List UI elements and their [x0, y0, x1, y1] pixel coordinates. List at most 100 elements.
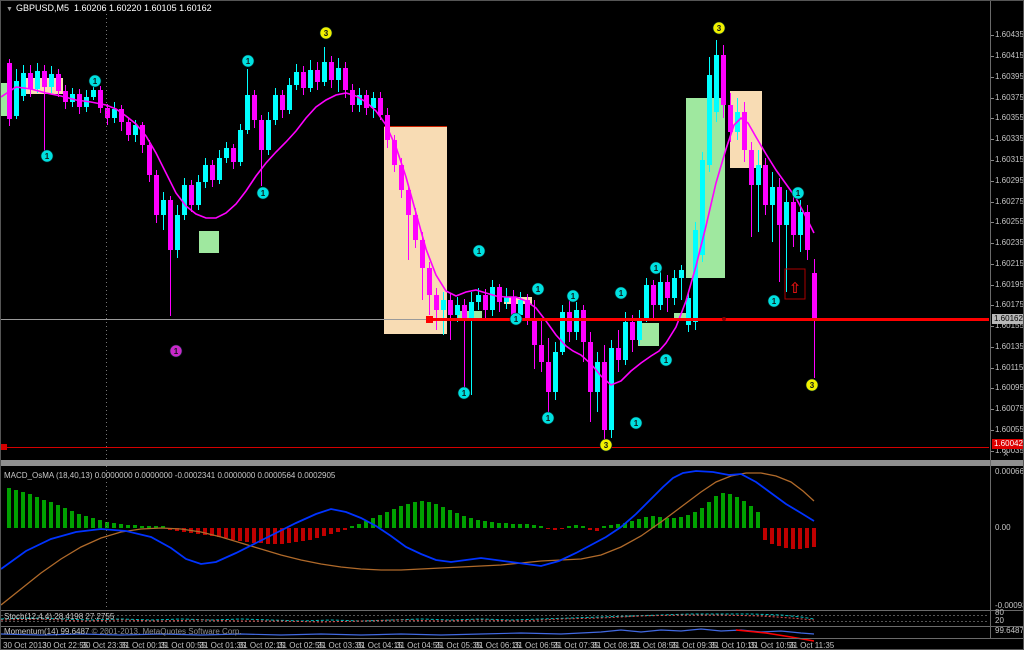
candle-body: [441, 300, 446, 310]
signal-badge: [614, 286, 628, 300]
candle-body: [266, 120, 271, 150]
price-axis-label: 1.60335: [995, 134, 1024, 143]
price-axis-label: 1.60375: [995, 93, 1024, 102]
price-axis-label: 1.60235: [995, 238, 1024, 247]
candle-body: [217, 158, 222, 180]
macd-bar: [462, 516, 466, 528]
macd-bar: [154, 526, 158, 528]
candle-body: [714, 55, 719, 112]
signal-number: 1: [654, 264, 659, 273]
signal-number: 1: [536, 285, 541, 294]
candle-body: [770, 187, 775, 205]
candle-body: [252, 95, 257, 120]
signal-number: 1: [664, 356, 669, 365]
signal-number: 1: [634, 419, 639, 428]
macd-bar: [77, 514, 81, 528]
macd-bar: [91, 518, 95, 528]
candle-body: [133, 125, 138, 135]
macd-bar: [7, 488, 11, 528]
price-axis-label: 1.60395: [995, 72, 1024, 81]
macd-bar: [497, 523, 501, 528]
candle-body: [308, 70, 313, 88]
candle-body: [805, 212, 810, 250]
candle-body: [679, 270, 684, 278]
stop-line-handle[interactable]: [1, 444, 7, 450]
macd-bar: [679, 517, 683, 528]
candle-body: [448, 300, 453, 315]
panel-splitter[interactable]: [1, 460, 1024, 466]
macd-bar: [350, 526, 354, 528]
time-axis-label: 31 Oct 11:35: [789, 641, 835, 650]
candle-body: [427, 268, 432, 295]
candle-body: [406, 190, 411, 215]
macd-bar: [203, 528, 207, 535]
time-axis-label: 31 Oct 02:55: [278, 641, 324, 650]
macd-bar: [14, 490, 18, 528]
macd-bar: [441, 507, 445, 528]
buy-arrow-icon: ⇧: [789, 279, 802, 297]
macd-bar: [686, 515, 690, 528]
candle-body: [238, 130, 243, 162]
signal-badge: [241, 54, 255, 68]
signal-number: 1: [261, 189, 266, 198]
candle-body: [784, 202, 789, 225]
candle-body: [455, 305, 460, 315]
time-axis-label: 31 Oct 09:35: [671, 641, 717, 650]
macd-bar: [49, 502, 53, 528]
macd-bar: [735, 497, 739, 528]
macd-bar: [672, 518, 676, 528]
price-axis-label: 1.60355: [995, 113, 1024, 122]
signal-badge: [169, 344, 183, 358]
candle-body: [490, 287, 495, 310]
signal-badge: [566, 289, 580, 303]
time-axis-label: 31 Oct 04:55: [396, 641, 442, 650]
candle-body: [672, 278, 677, 298]
macd-bar: [105, 522, 109, 528]
line-anchor-handle[interactable]: [426, 316, 433, 323]
macd-bar: [784, 528, 788, 548]
supply-demand-zone: [674, 313, 691, 320]
macd-bar: [392, 509, 396, 528]
candle-body: [392, 140, 397, 165]
candle-body: [49, 74, 54, 87]
candle-body: [462, 305, 467, 318]
price-axis-label: 1.60415: [995, 51, 1024, 60]
macd-bar: [609, 525, 613, 528]
candle-body: [595, 362, 600, 392]
time-axis-label: 31 Oct 07:35: [553, 641, 599, 650]
price-axis-label: 1.60435: [995, 30, 1024, 39]
supply-demand-zone: [686, 98, 725, 278]
signal-number: 3: [717, 24, 722, 33]
price-axis-label: 1.60155: [995, 321, 1024, 330]
signal-number: 1: [619, 289, 624, 298]
macd-bar: [693, 512, 697, 528]
candle-body: [301, 72, 306, 88]
signal-badge: [256, 186, 270, 200]
macd-bar: [98, 520, 102, 528]
candle-body: [791, 202, 796, 235]
macd-bar: [294, 528, 298, 542]
signal-badge: [319, 26, 333, 40]
candle-body: [469, 302, 474, 318]
candle-body: [343, 68, 348, 90]
price-tag: 1.60162: [992, 314, 1023, 324]
macd-bar: [357, 524, 361, 528]
close-line-icon[interactable]: ×: [1003, 449, 1009, 460]
candle-body: [413, 215, 418, 240]
signal-badge: [599, 438, 613, 452]
price-axis-label: 1.60275: [995, 197, 1024, 206]
candle-body: [700, 160, 705, 255]
candle-body: [357, 95, 362, 105]
macd-bar: [126, 525, 130, 528]
macd-bar: [343, 528, 347, 530]
signal-number: 3: [324, 29, 329, 38]
candle-body: [42, 71, 47, 87]
price-axis-label: 1.60295: [995, 176, 1024, 185]
macd-bar: [644, 517, 648, 528]
signal-number: 1: [796, 189, 801, 198]
macd-bar: [553, 528, 557, 530]
symbol-dropdown-icon[interactable]: ▼: [6, 6, 13, 13]
macd-axis-label: 0.000664: [995, 467, 1024, 476]
time-axis-label: 31 Oct 06:55: [513, 641, 560, 650]
